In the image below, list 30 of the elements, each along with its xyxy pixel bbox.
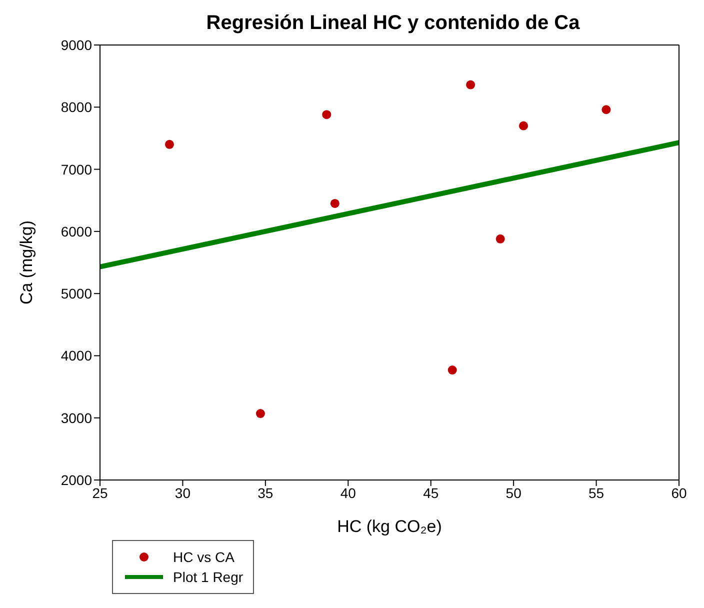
y-tick-label: 3000 [60,410,92,426]
x-tick-label: 55 [588,484,604,501]
point [330,198,340,208]
x-axis-title: HC (kg CO₂e) [337,517,442,536]
x-tick-label: 30 [174,484,191,501]
x-tick-label: 35 [258,484,274,501]
x-tick-label: 40 [340,484,356,501]
x-tick-label: 60 [671,484,687,501]
y-tick-label: 8000 [60,99,92,116]
point [322,110,332,120]
legend-label: Plot 1 Regr [173,569,244,585]
y-tick-label: 2000 [60,472,92,488]
point [448,366,457,375]
point [602,105,611,114]
y-tick-label: 7000 [60,161,92,178]
y-tick-label: 6000 [60,223,92,240]
x-tick-label: 25 [92,484,108,501]
point [466,80,476,90]
x-tick-label: 50 [506,484,522,501]
y-tick-label: 5000 [60,286,92,302]
chart-title: Regresión Lineal HC y contenido de Ca [205,11,581,36]
y-axis-title: Ca (mg/kg) [17,220,36,305]
point [496,234,505,244]
x-tick-label: 45 [423,484,439,501]
point [164,140,174,149]
point [518,121,528,130]
y-tick-label: 4000 [60,348,92,364]
point [256,409,265,418]
y-tick-label: 9000 [60,36,92,53]
legend-label: HC vs CA [173,549,234,565]
